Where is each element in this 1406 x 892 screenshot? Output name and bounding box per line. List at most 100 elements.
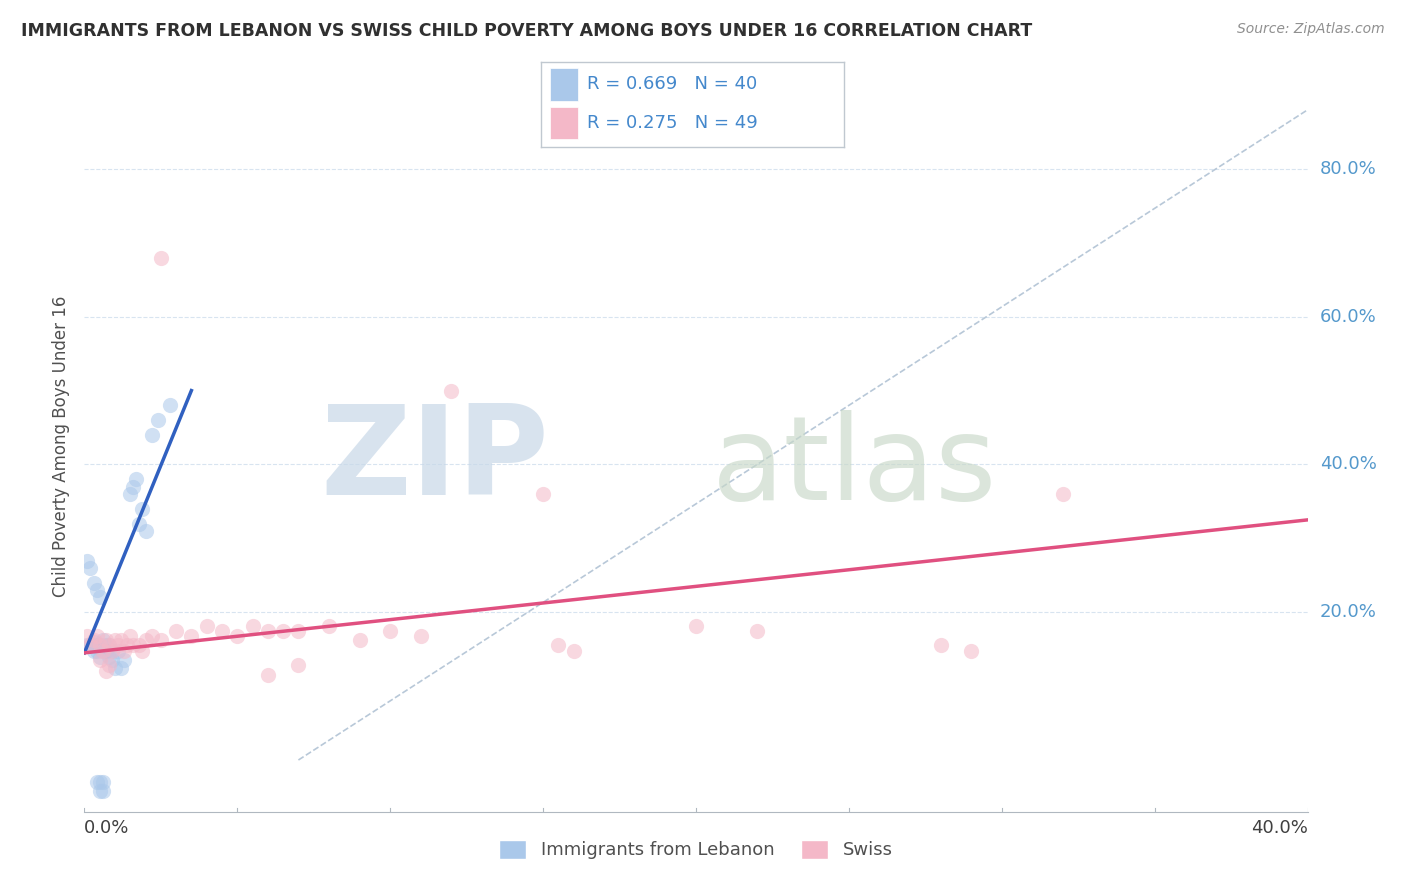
Point (91, 643, 114, 657)
Point (79, 639, 101, 653)
Text: ZIP: ZIP (321, 401, 550, 521)
Point (440, 384, 463, 398)
Point (531, 487, 554, 501)
Point (195, 618, 218, 632)
Point (128, 516, 150, 531)
Point (110, 633, 132, 648)
Point (94, 665, 117, 679)
Point (89, 639, 111, 653)
Point (107, 639, 129, 653)
Point (79, 639, 101, 653)
Point (242, 618, 264, 632)
Point (141, 428, 163, 442)
FancyBboxPatch shape (550, 106, 578, 139)
FancyBboxPatch shape (550, 69, 578, 101)
Point (747, 624, 769, 638)
Point (91, 643, 114, 657)
Point (97, 658, 120, 673)
Point (165, 624, 187, 638)
Point (76, 639, 98, 653)
Point (104, 660, 127, 674)
Point (94, 633, 117, 648)
Point (409, 629, 432, 643)
Point (91, 633, 114, 648)
Point (287, 624, 309, 638)
Point (89, 639, 111, 653)
Legend: Immigrants from Lebanon, Swiss: Immigrants from Lebanon, Swiss (491, 831, 901, 869)
Point (107, 643, 129, 657)
Point (271, 624, 294, 638)
Point (287, 658, 309, 673)
Point (122, 480, 145, 494)
Point (112, 653, 135, 667)
Point (115, 639, 138, 653)
Point (83, 639, 105, 653)
Point (125, 472, 148, 486)
Text: 80.0%: 80.0% (1320, 160, 1376, 178)
Point (180, 629, 202, 643)
Point (86, 629, 108, 643)
Point (929, 639, 952, 653)
Point (76, 629, 98, 643)
Point (547, 639, 569, 653)
Point (101, 653, 124, 667)
Point (94, 643, 117, 657)
Text: atlas: atlas (713, 410, 998, 525)
Point (89, 591, 111, 605)
Point (110, 660, 132, 674)
Point (120, 487, 142, 501)
Point (91, 784, 114, 798)
Point (149, 633, 172, 648)
Text: Source: ZipAtlas.com: Source: ZipAtlas.com (1237, 22, 1385, 37)
Point (89, 775, 111, 789)
Point (86, 583, 108, 598)
Point (960, 643, 983, 657)
Point (89, 653, 111, 667)
Point (94, 639, 117, 653)
Point (141, 629, 163, 643)
Point (86, 643, 108, 657)
Point (101, 643, 124, 657)
Point (79, 561, 101, 575)
Point (128, 639, 150, 653)
Text: 40.0%: 40.0% (1320, 456, 1376, 474)
Point (562, 643, 585, 657)
Text: 40.0%: 40.0% (1251, 819, 1308, 837)
Text: R = 0.669   N = 40: R = 0.669 N = 40 (586, 76, 756, 94)
Point (89, 649, 111, 664)
Point (91, 775, 114, 789)
Point (83, 634, 105, 648)
Point (135, 633, 157, 648)
Point (211, 624, 233, 638)
Point (89, 784, 111, 798)
Point (257, 624, 280, 638)
Text: 0.0%: 0.0% (84, 819, 129, 837)
Y-axis label: Child Poverty Among Boys Under 16: Child Poverty Among Boys Under 16 (52, 295, 70, 597)
Point (159, 398, 181, 412)
Point (112, 643, 135, 657)
Point (135, 524, 157, 538)
Point (685, 618, 707, 632)
Point (146, 413, 169, 427)
Point (97, 639, 120, 653)
Text: 20.0%: 20.0% (1320, 603, 1376, 621)
Text: R = 0.275   N = 49: R = 0.275 N = 49 (586, 113, 758, 132)
Point (83, 633, 105, 648)
Point (97, 649, 120, 664)
Point (86, 639, 108, 653)
Point (101, 643, 124, 657)
Point (120, 629, 142, 643)
Point (104, 633, 127, 648)
Point (86, 775, 108, 789)
Point (122, 639, 145, 653)
Point (83, 643, 105, 657)
Point (97, 639, 120, 653)
Point (257, 668, 280, 682)
Text: IMMIGRANTS FROM LEBANON VS SWISS CHILD POVERTY AMONG BOYS UNDER 16 CORRELATION C: IMMIGRANTS FROM LEBANON VS SWISS CHILD P… (21, 22, 1032, 40)
Point (131, 643, 153, 657)
Point (226, 629, 249, 643)
Point (131, 501, 153, 516)
Point (349, 633, 371, 648)
Point (83, 575, 105, 590)
Point (149, 251, 172, 265)
